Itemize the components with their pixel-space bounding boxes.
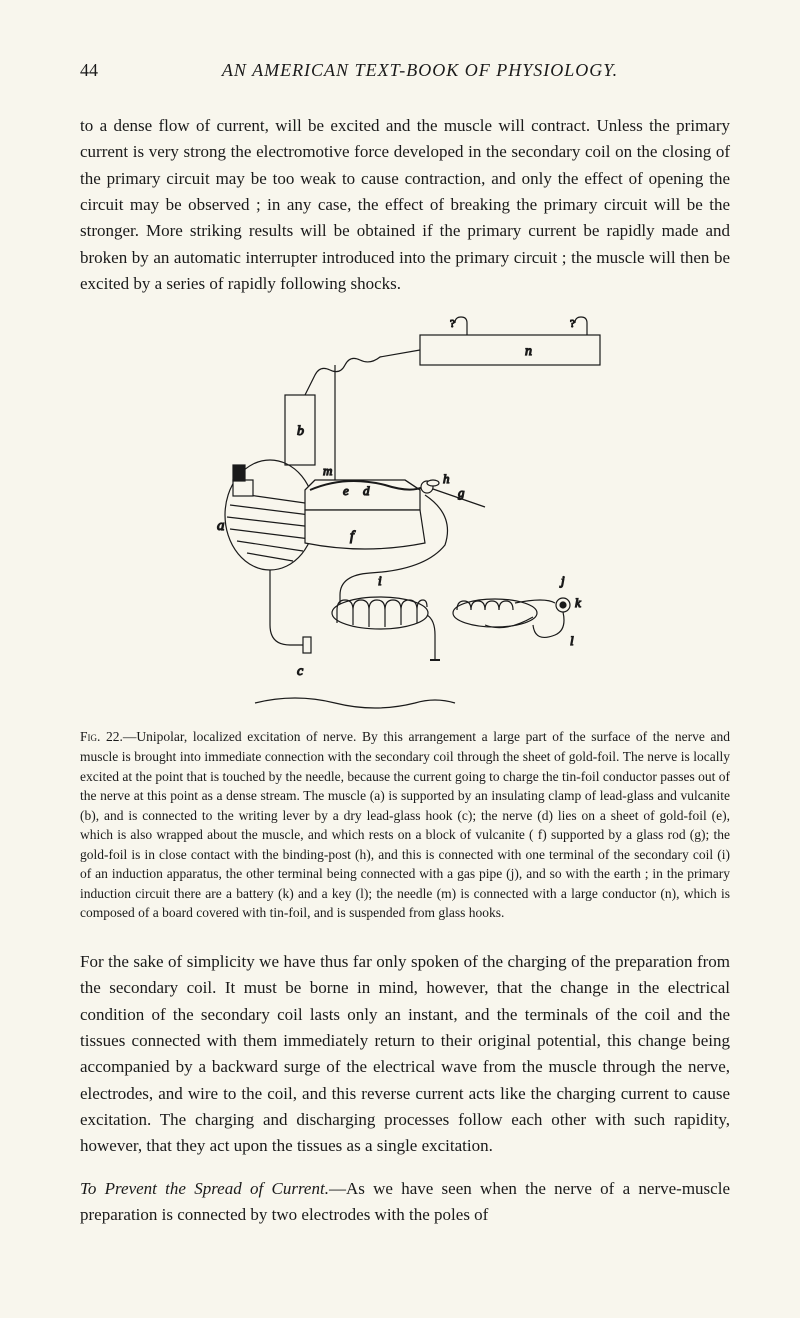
- fig-label-m: m: [323, 463, 332, 478]
- fig-label-b: b: [297, 424, 304, 439]
- fig-label-a: a: [217, 518, 225, 534]
- caption-body: —Unipolar, localized excitation of nerve…: [80, 729, 730, 920]
- fig-label-n: n: [525, 344, 532, 359]
- svg-text:?: ?: [450, 318, 455, 330]
- fig-label-d: d: [363, 483, 370, 498]
- paragraph-1: to a dense flow of current, will be exci…: [80, 113, 730, 297]
- paragraph-3-heading: To Prevent the Spread of Current.: [80, 1179, 329, 1198]
- figure-22: n ? ? b a m: [80, 315, 730, 715]
- fig-label-h: h: [443, 471, 450, 486]
- figure-caption: Fig. 22.—Unipolar, localized excitation …: [80, 727, 730, 923]
- fig-label-j: j: [559, 573, 565, 588]
- page-number: 44: [80, 60, 98, 81]
- fig-label-c: c: [297, 664, 304, 679]
- paragraph-2: For the sake of simplicity we have thus …: [80, 949, 730, 1160]
- caption-lead: Fig. 22.: [80, 729, 123, 744]
- paragraph-3: To Prevent the Spread of Current.—As we …: [80, 1176, 730, 1229]
- fig-label-i: i: [378, 573, 382, 588]
- fig-label-k: k: [575, 595, 581, 610]
- fig-label-e: e: [343, 483, 349, 498]
- fig-label-l: l: [570, 633, 574, 648]
- svg-text:?: ?: [570, 318, 575, 330]
- page-header: AN AMERICAN TEXT-BOOK OF PHYSIOLOGY.: [80, 60, 730, 81]
- fig-label-g: g: [458, 485, 465, 500]
